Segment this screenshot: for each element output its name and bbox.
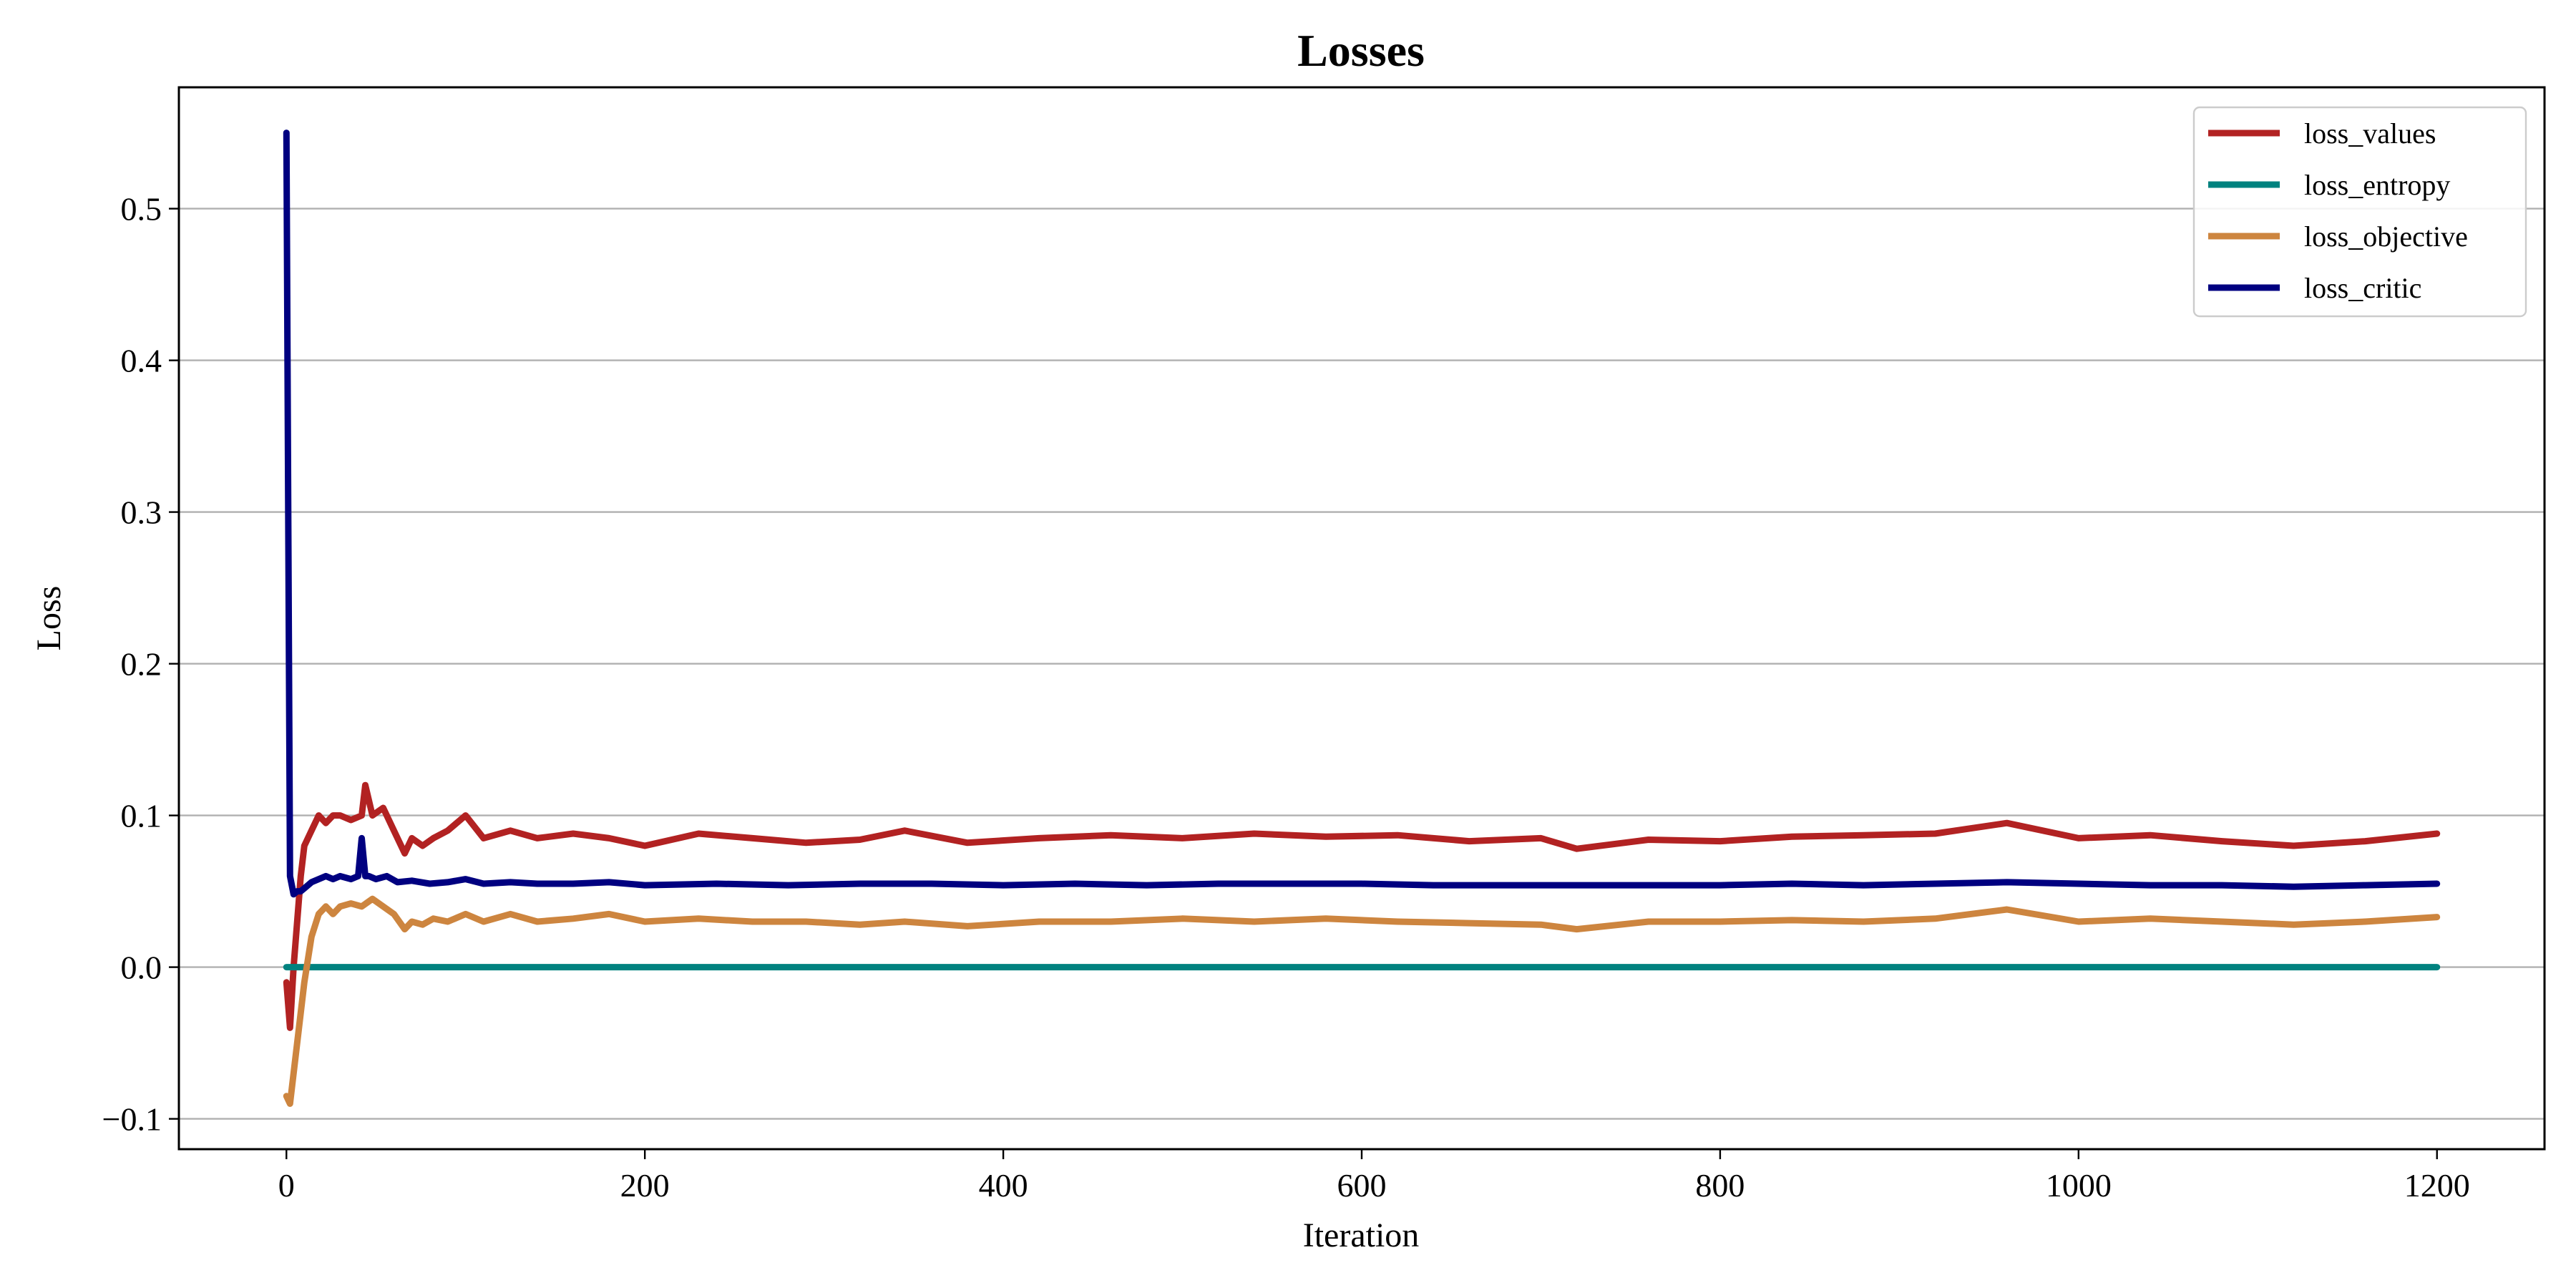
series-lines: [283, 130, 2441, 1107]
y-tick-label: 0.0: [121, 950, 162, 986]
y-tick-label: 0.5: [121, 191, 162, 228]
y-tick-label: 0.4: [121, 343, 162, 379]
x-tick-label: 0: [278, 1167, 295, 1204]
series-line-loss-objective: [283, 895, 2441, 1107]
y-tick-label: 0.2: [121, 646, 162, 683]
legend: loss_values loss_entropy loss_objectivelos…: [2192, 106, 2527, 318]
legend-box: [2192, 106, 2527, 318]
series-line-loss-values: [283, 781, 2441, 1031]
legend-label: loss_values: [2304, 117, 2436, 150]
y-tick-label: 0.3: [121, 494, 162, 531]
series-line-loss-critic: [283, 130, 2441, 898]
x-tick-label: 800: [1695, 1167, 1745, 1204]
x-axis-ticks: 0 200 400 600 800 1000 1200: [278, 1149, 2470, 1204]
x-tick-label: 600: [1337, 1167, 1387, 1204]
y-axis-label: Loss: [30, 586, 68, 651]
legend-label: loss_critic: [2304, 272, 2421, 304]
x-axis-label: Iteration: [1303, 1216, 1420, 1254]
x-tick-label: 1200: [2404, 1167, 2470, 1204]
x-tick-label: 200: [620, 1167, 670, 1204]
legend-label: loss_objective: [2304, 220, 2468, 253]
x-tick-label: 400: [979, 1167, 1028, 1204]
y-tick-label: −0.1: [102, 1101, 162, 1138]
x-tick-label: 1000: [2046, 1167, 2112, 1204]
y-axis-ticks: −0.1 0.0 0.1 0.2 0.3 0.4 0.5: [102, 191, 179, 1138]
y-tick-label: 0.1: [121, 798, 162, 834]
chart-title: Losses: [1297, 25, 1425, 76]
legend-label: loss_entropy: [2304, 169, 2450, 201]
